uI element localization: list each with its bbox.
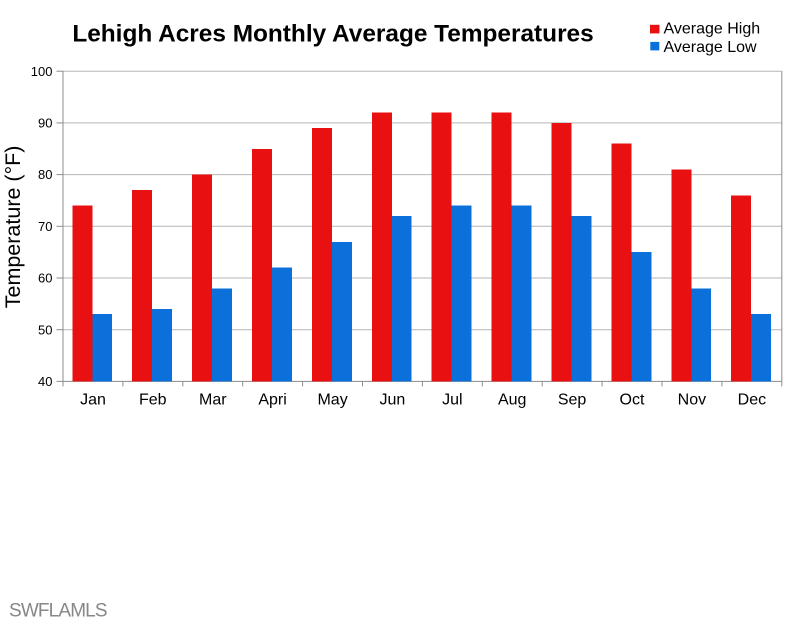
svg-text:SWFLAMLS: SWFLAMLS: [9, 601, 107, 622]
svg-text:Feb: Feb: [139, 391, 167, 408]
svg-text:50: 50: [38, 322, 52, 337]
svg-text:Jul: Jul: [442, 391, 462, 408]
svg-text:May: May: [317, 391, 347, 408]
svg-text:Jun: Jun: [380, 391, 406, 408]
svg-text:Apri: Apri: [258, 391, 286, 408]
svg-text:Jan: Jan: [80, 391, 106, 408]
svg-text:90: 90: [38, 116, 52, 131]
svg-text:Average High: Average High: [664, 20, 761, 37]
svg-text:Oct: Oct: [620, 391, 645, 408]
svg-text:80: 80: [38, 167, 52, 182]
svg-text:Sep: Sep: [558, 391, 587, 408]
svg-text:Average Low: Average Low: [664, 39, 758, 56]
svg-text:Nov: Nov: [678, 391, 706, 408]
svg-text:Lehigh Acres Monthly Average T: Lehigh Acres Monthly Average Temperature…: [72, 20, 593, 47]
svg-text:Aug: Aug: [498, 391, 526, 408]
svg-text:40: 40: [38, 374, 52, 389]
svg-text:Mar: Mar: [199, 391, 227, 408]
svg-text:70: 70: [38, 219, 52, 234]
svg-text:Dec: Dec: [738, 391, 766, 408]
svg-text:60: 60: [38, 271, 52, 286]
svg-text:Temperature (°F): Temperature (°F): [1, 146, 25, 309]
svg-text:100: 100: [31, 64, 53, 79]
